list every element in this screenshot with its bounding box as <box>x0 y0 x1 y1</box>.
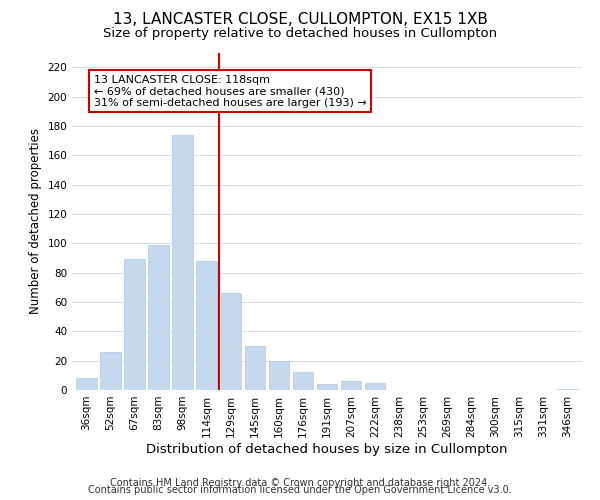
Bar <box>293 372 313 390</box>
Bar <box>269 360 289 390</box>
Bar <box>100 352 121 390</box>
Bar <box>341 381 361 390</box>
Bar <box>245 346 265 390</box>
Y-axis label: Number of detached properties: Number of detached properties <box>29 128 42 314</box>
Bar <box>124 260 145 390</box>
Text: Contains HM Land Registry data © Crown copyright and database right 2024.: Contains HM Land Registry data © Crown c… <box>110 478 490 488</box>
Text: 13 LANCASTER CLOSE: 118sqm
← 69% of detached houses are smaller (430)
31% of sem: 13 LANCASTER CLOSE: 118sqm ← 69% of deta… <box>94 74 367 108</box>
Bar <box>557 388 578 390</box>
Text: 13, LANCASTER CLOSE, CULLOMPTON, EX15 1XB: 13, LANCASTER CLOSE, CULLOMPTON, EX15 1X… <box>113 12 487 28</box>
Bar <box>148 244 169 390</box>
Bar <box>196 261 217 390</box>
Text: Contains public sector information licensed under the Open Government Licence v3: Contains public sector information licen… <box>88 485 512 495</box>
Bar <box>317 384 337 390</box>
Bar <box>172 134 193 390</box>
Text: Size of property relative to detached houses in Cullompton: Size of property relative to detached ho… <box>103 28 497 40</box>
Bar <box>365 382 385 390</box>
X-axis label: Distribution of detached houses by size in Cullompton: Distribution of detached houses by size … <box>146 442 508 456</box>
Bar <box>76 378 97 390</box>
Bar <box>221 293 241 390</box>
